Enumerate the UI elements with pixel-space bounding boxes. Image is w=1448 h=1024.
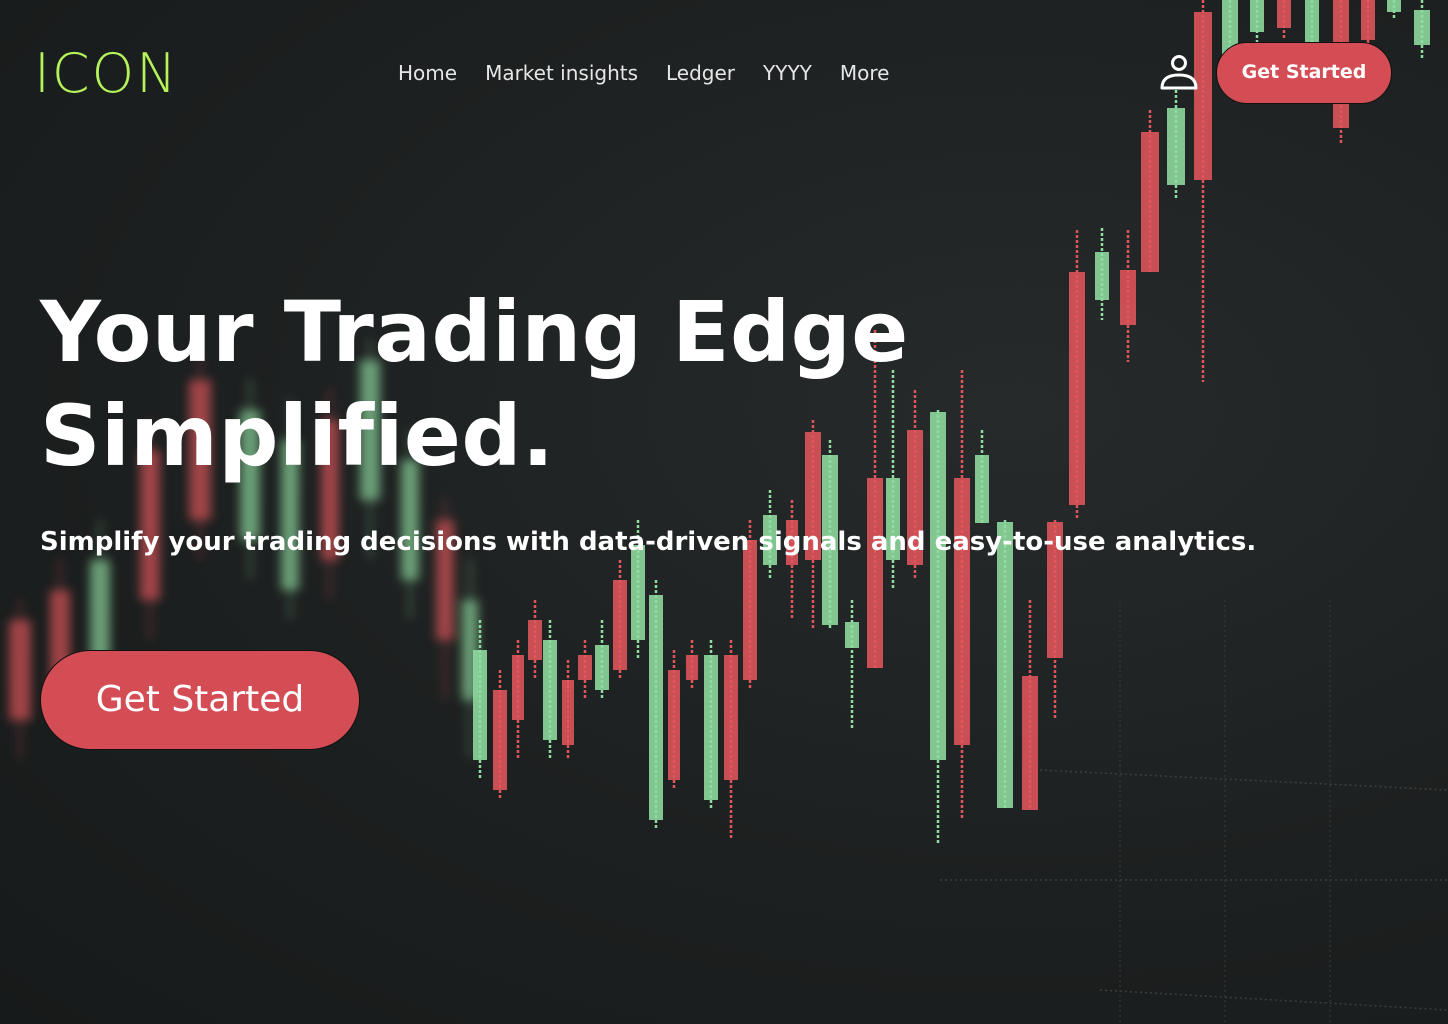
candle-body — [975, 455, 989, 523]
header-get-started-button[interactable]: Get Started — [1216, 42, 1392, 104]
candle-body — [1361, 0, 1375, 40]
candle-body — [743, 540, 757, 680]
hero-headline-line-1: Your Trading Edge — [40, 283, 909, 381]
candle-body — [473, 650, 487, 760]
chart-grid-line — [1039, 769, 1448, 791]
candle-body — [724, 655, 738, 780]
candle-body — [543, 640, 557, 740]
hero-headline: Your Trading Edge Simplified. — [40, 280, 909, 488]
candle-body — [613, 580, 627, 670]
main-nav: Home Market insights Ledger YYYY More — [398, 58, 890, 88]
candle-body — [493, 690, 507, 790]
nav-item-yyyy[interactable]: YYYY — [763, 61, 812, 85]
candle-body — [822, 455, 838, 625]
candle-body — [845, 622, 859, 648]
nav-item-market-insights[interactable]: Market insights — [485, 61, 639, 85]
candle-body — [1095, 252, 1109, 300]
hero-headline-line-2: Simplified. — [40, 387, 555, 485]
brand-logo[interactable]: ICON — [34, 42, 179, 105]
candle-body — [9, 620, 31, 720]
candle-body — [867, 478, 883, 668]
top-navigation-bar: ICON Home Market insights Ledger YYYY Mo… — [0, 0, 1448, 150]
hero-subheadline: Simplify your trading decisions with dat… — [40, 527, 1257, 557]
candle-body — [1120, 270, 1136, 325]
candle-body — [649, 595, 663, 820]
candle-body — [512, 655, 524, 720]
candle-body — [1387, 0, 1401, 12]
candle-body — [631, 545, 645, 640]
candle-body — [763, 515, 777, 565]
chart-candles-sharp — [473, 0, 1430, 845]
candle-body — [240, 410, 260, 540]
candle-body — [1305, 0, 1319, 42]
candle-body — [436, 520, 454, 640]
candle-body — [930, 412, 946, 760]
hero-get-started-button[interactable]: Get Started — [40, 650, 360, 750]
chart-grid — [940, 600, 1448, 1024]
candle-body — [805, 432, 821, 560]
candle-body — [1277, 0, 1291, 28]
candle-body — [140, 450, 160, 600]
candle-body — [786, 520, 798, 565]
candle-body — [1022, 676, 1038, 810]
user-icon[interactable] — [1158, 52, 1200, 94]
candle-body — [578, 655, 592, 680]
candle-body — [528, 620, 542, 660]
candle-body — [562, 680, 574, 745]
nav-item-home[interactable]: Home — [398, 61, 458, 85]
nav-item-ledger[interactable]: Ledger — [666, 61, 736, 85]
candle-body — [1167, 108, 1185, 185]
candle-body — [668, 670, 680, 780]
candle-body — [704, 655, 718, 800]
candle-body — [360, 360, 380, 500]
candle-body — [595, 645, 609, 690]
candle-body — [1069, 272, 1085, 505]
candle-body — [886, 478, 900, 560]
candle-body — [1414, 10, 1430, 45]
candle-body — [401, 460, 419, 580]
candle-body — [907, 430, 923, 565]
candle-body — [1250, 0, 1264, 32]
nav-item-more[interactable]: More — [839, 61, 890, 85]
candle-body — [686, 655, 698, 680]
candle-body — [1194, 12, 1212, 180]
candle-body — [321, 420, 339, 560]
candle-body — [1141, 132, 1159, 272]
chart-candles-blurred — [9, 340, 478, 760]
candle-body — [954, 478, 970, 745]
candle-body — [189, 380, 211, 520]
candle-body — [997, 522, 1013, 808]
chart-grid-line — [1099, 989, 1448, 1011]
candle-body — [1047, 522, 1063, 658]
candle-body — [281, 440, 299, 590]
